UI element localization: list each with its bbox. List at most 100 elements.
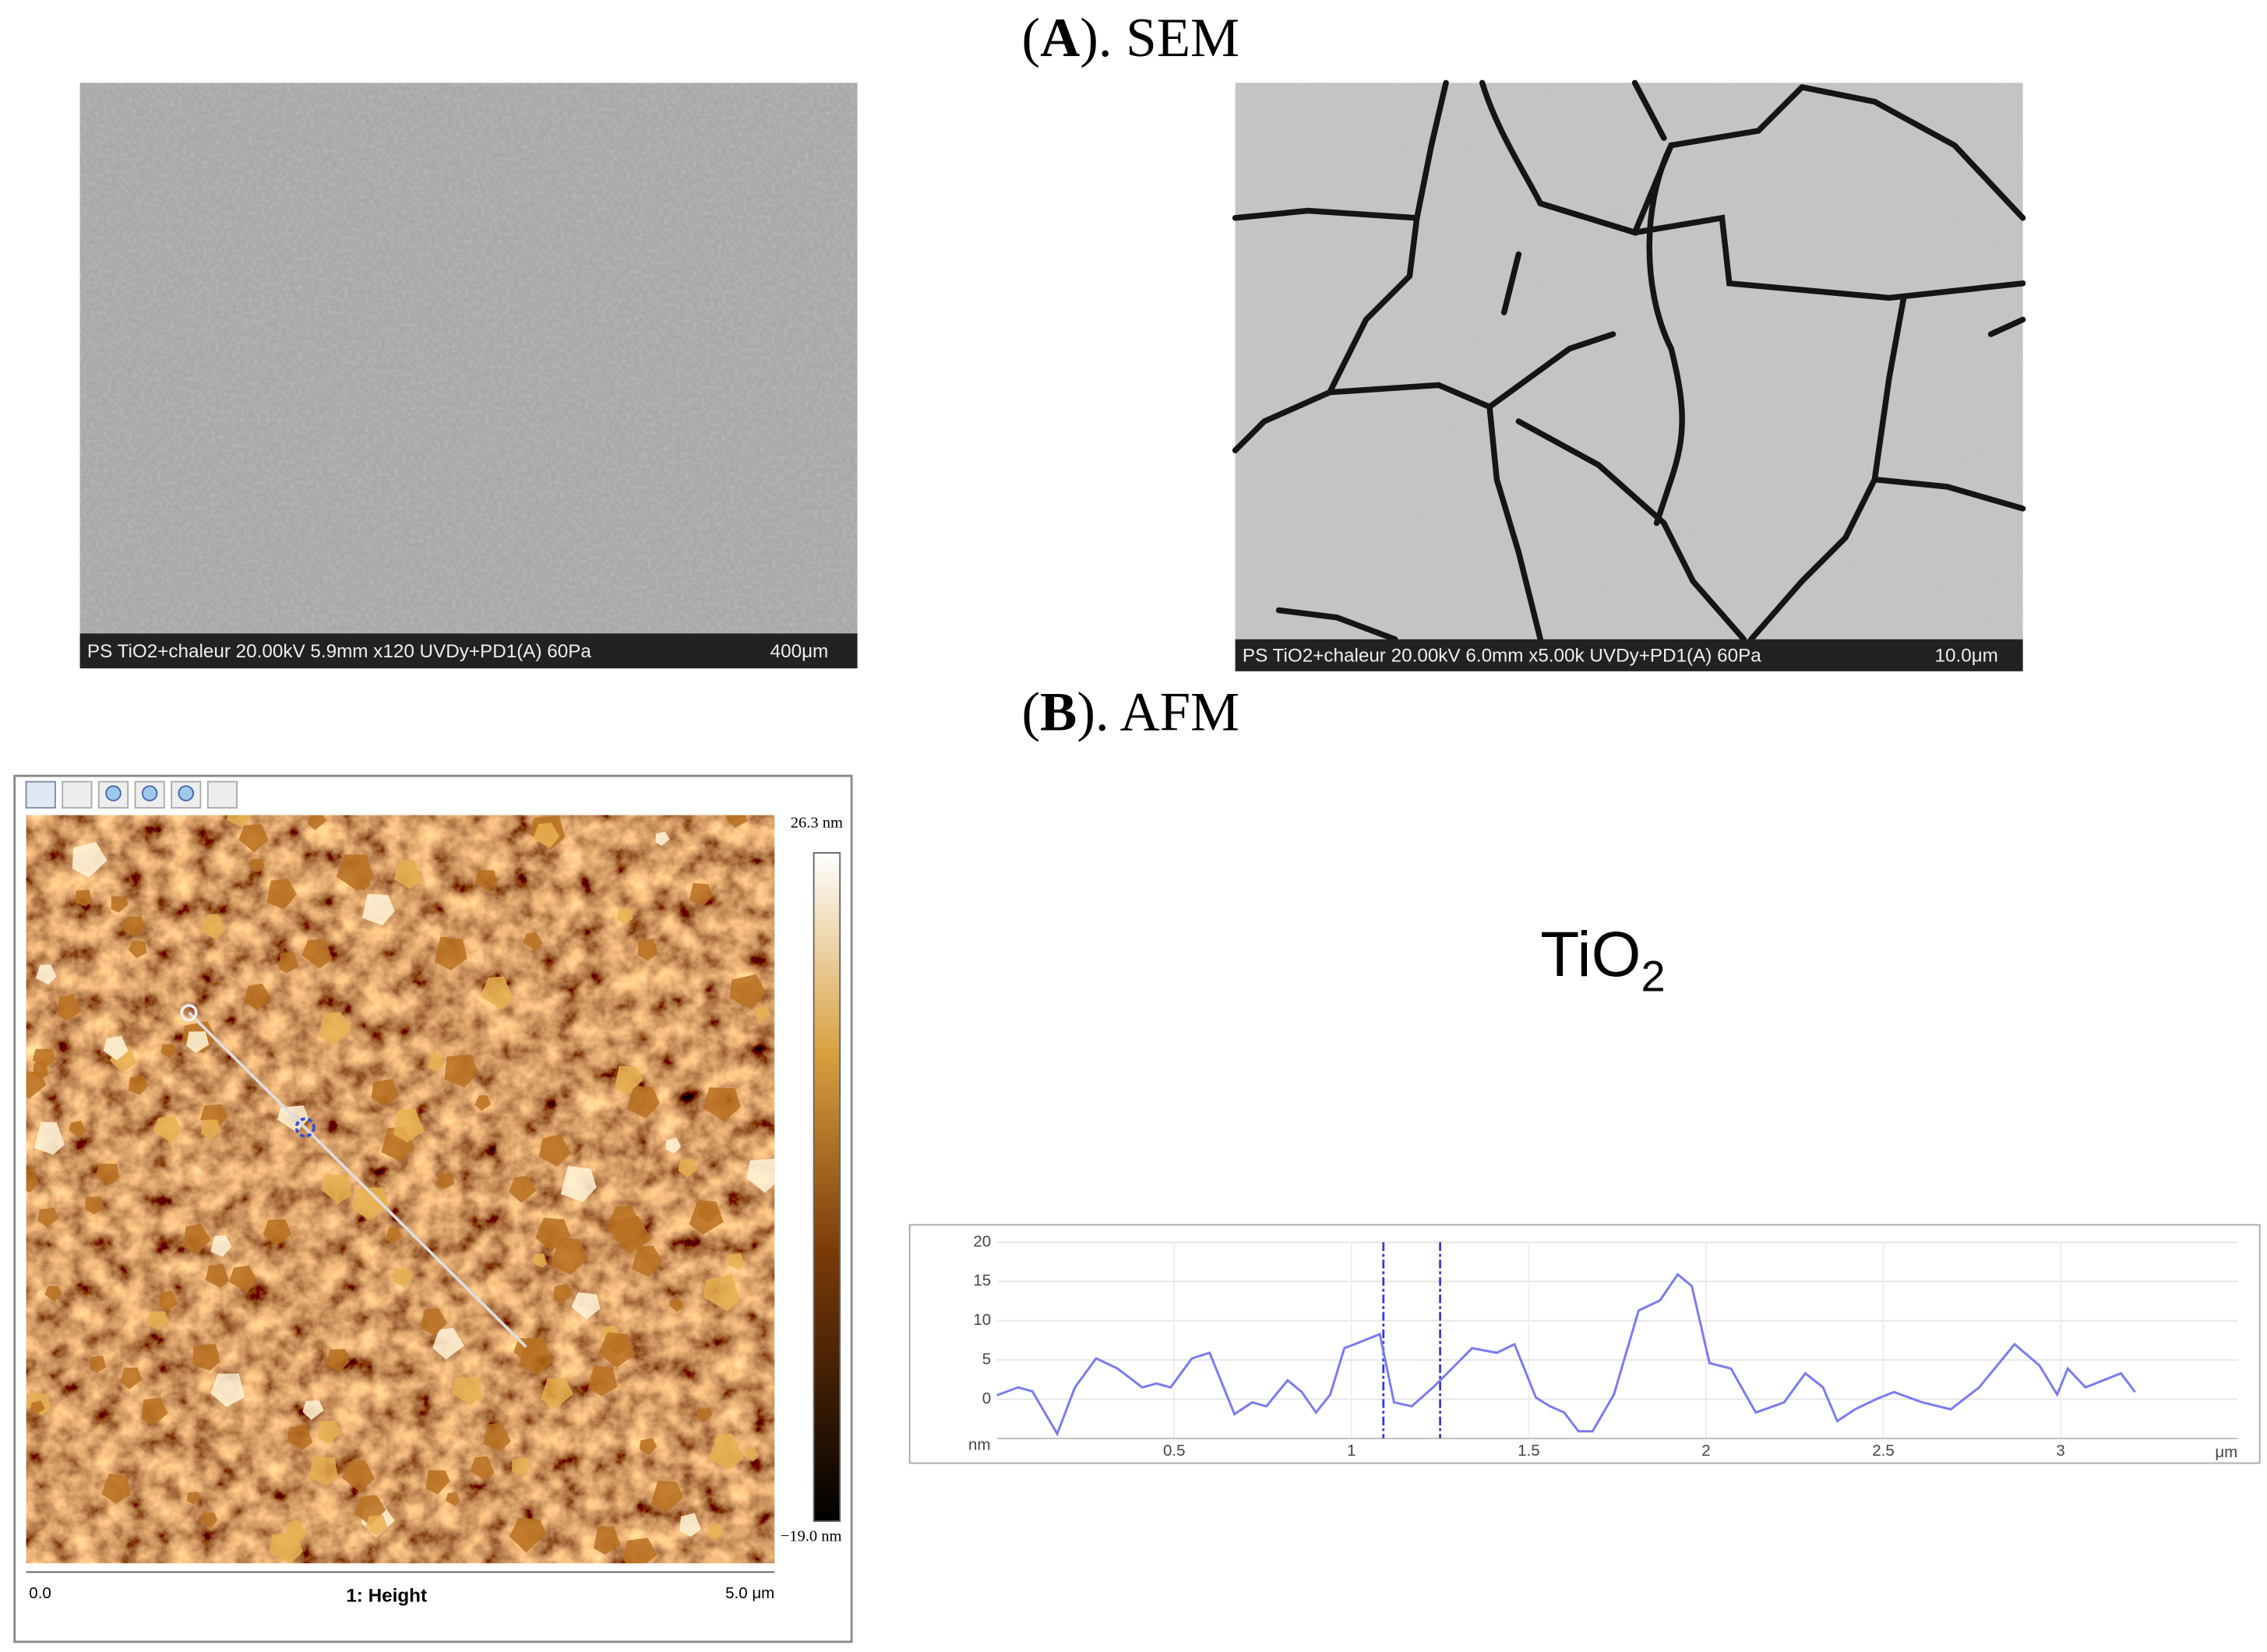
grain <box>354 1495 386 1526</box>
grain <box>728 1252 746 1270</box>
sem-texture <box>79 83 858 636</box>
grain <box>435 936 467 970</box>
grain <box>393 1108 425 1143</box>
grain <box>587 1365 618 1397</box>
grain <box>538 1134 572 1167</box>
toolbar <box>25 780 238 809</box>
profile-line <box>996 1272 2136 1437</box>
x-tick-label: 2.5 <box>1872 1442 1894 1460</box>
tool-button[interactable] <box>25 780 56 809</box>
grain <box>571 1292 601 1319</box>
x-tick-label: 2 <box>1701 1442 1710 1460</box>
afm-x-end: 5.0 μm <box>725 1584 774 1602</box>
grain <box>668 1298 684 1312</box>
grain <box>386 1227 402 1244</box>
grain <box>72 841 108 878</box>
grain <box>697 1407 713 1423</box>
grain <box>616 908 633 925</box>
grain <box>513 1338 540 1362</box>
grain <box>103 1036 129 1061</box>
cursor <box>294 1117 316 1138</box>
color-min: −19.0 nm <box>781 1527 842 1545</box>
grain <box>725 815 748 828</box>
grain <box>560 1165 597 1203</box>
grain <box>365 1515 388 1537</box>
tool-button[interactable] <box>62 780 93 809</box>
grain <box>470 1456 495 1481</box>
grain <box>238 824 269 853</box>
sem-caption: PS TiO2+chaleur 20.00kV 5.9mm x120 UVDy+… <box>87 641 591 662</box>
grain <box>483 1422 511 1452</box>
grain <box>703 1087 741 1122</box>
grain <box>622 1538 658 1564</box>
grain <box>278 952 299 974</box>
grain <box>277 1105 309 1133</box>
grain <box>553 1283 574 1305</box>
grain <box>205 1263 229 1288</box>
tool-icon <box>105 785 122 801</box>
grain <box>308 1455 338 1486</box>
y-tick-label: 20 <box>973 1232 991 1250</box>
caption-bar <box>79 633 858 669</box>
grain <box>69 1120 86 1138</box>
grain <box>428 1054 445 1072</box>
grain <box>228 1265 258 1293</box>
grain <box>480 976 514 1009</box>
grain <box>639 1438 658 1456</box>
grain <box>183 1224 211 1254</box>
grain <box>606 1206 643 1243</box>
grain <box>153 1115 182 1143</box>
grain <box>708 1433 744 1471</box>
panel-title: (A). SEM <box>1021 8 1239 69</box>
profile-start <box>180 1004 198 1022</box>
afm-image <box>26 815 775 1564</box>
grain <box>371 1079 400 1107</box>
grain <box>75 889 93 907</box>
cracks <box>1232 79 2026 643</box>
grain <box>744 1447 760 1462</box>
grain <box>446 1492 460 1506</box>
grain <box>650 1480 683 1513</box>
grain <box>30 1400 45 1415</box>
x-tick-label: 1.5 <box>1518 1442 1540 1460</box>
grain <box>263 1219 292 1246</box>
x-tick-label: 3 <box>2056 1442 2064 1460</box>
grain <box>37 1207 59 1228</box>
tool-icon <box>141 785 158 801</box>
grain <box>474 1095 492 1111</box>
grain <box>432 1327 464 1360</box>
grain <box>284 1520 308 1544</box>
x-tick-label: 0.5 <box>1163 1442 1186 1460</box>
y-tick-label: 5 <box>982 1350 991 1368</box>
grain <box>185 1031 210 1053</box>
grain <box>533 822 560 849</box>
grain <box>84 1196 104 1215</box>
grains <box>26 815 775 1564</box>
grain <box>160 1044 176 1058</box>
grain <box>226 815 252 828</box>
y-unit: nm <box>968 1436 990 1454</box>
caption-bar <box>1235 639 2023 671</box>
grain <box>425 1470 450 1495</box>
grain <box>509 1175 537 1203</box>
sem-image: PS TiO2+chaleur 20.00kV 6.0mm x5.00k UVD… <box>1232 79 2026 671</box>
grain <box>420 1308 447 1336</box>
grain <box>57 994 83 1021</box>
grain <box>307 815 327 830</box>
grain <box>746 1158 775 1193</box>
tool-button[interactable] <box>206 780 238 809</box>
grain <box>321 1174 352 1204</box>
grain <box>33 1061 49 1079</box>
grain <box>326 1349 351 1372</box>
grain <box>341 1460 375 1492</box>
grain <box>200 1119 221 1139</box>
grain <box>336 854 375 892</box>
afm-channel: 1: Height <box>346 1585 427 1606</box>
grain <box>95 1164 120 1185</box>
grain <box>128 940 147 959</box>
grain <box>353 1187 390 1221</box>
grain <box>36 964 57 985</box>
grain <box>123 916 146 937</box>
